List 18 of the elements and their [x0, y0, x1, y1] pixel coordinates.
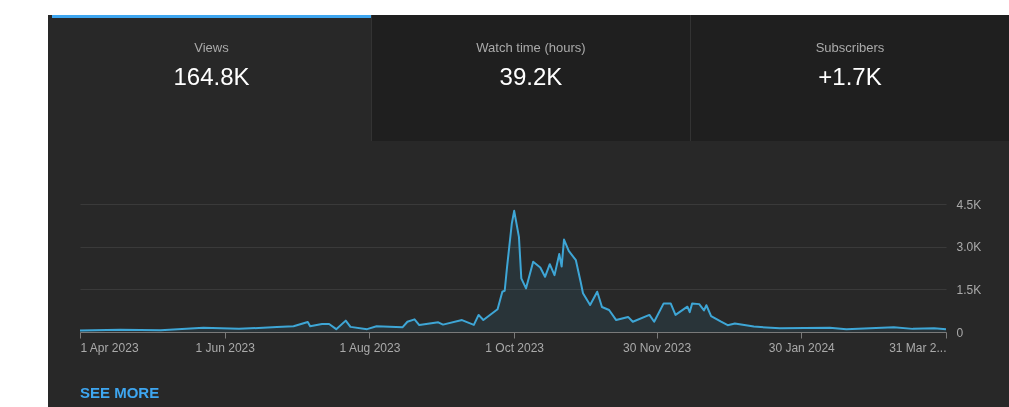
x-tick-label: 1 Jun 2023	[195, 340, 256, 355]
x-tick-label: 1 Apr 2023	[80, 340, 139, 355]
text: Views	[193, 40, 230, 55]
x-tick-label: 31 Mar 2...	[889, 340, 947, 355]
text: +1.7K	[817, 63, 883, 91]
x-tick-label: 1 Oct 2023	[485, 340, 545, 355]
x-tick-label: 30 Jan 2024	[768, 340, 836, 355]
x-tick-label: 1 Aug 2023	[339, 340, 401, 355]
text: SEE MORE	[80, 384, 160, 401]
x-tick-label: 30 Nov 2023	[623, 340, 692, 355]
y-tick-label: 3.0K	[956, 240, 982, 255]
y-tick-label: 0	[956, 325, 964, 340]
text: 164.8K	[172, 63, 251, 91]
text: 39.2K	[498, 63, 564, 91]
text: Watch time (hours)	[475, 40, 587, 55]
text: Subscribers	[814, 40, 886, 55]
y-tick-label: 4.5K	[956, 197, 982, 212]
y-tick-label: 1.5K	[956, 282, 982, 297]
